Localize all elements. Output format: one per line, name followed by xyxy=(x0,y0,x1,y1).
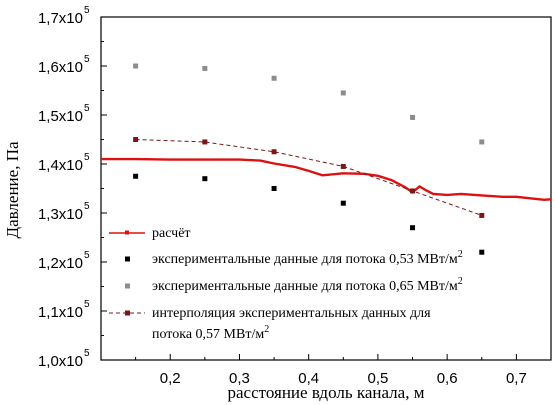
data-point xyxy=(479,249,485,255)
legend-swatch xyxy=(125,283,130,289)
data-point xyxy=(340,200,346,206)
legend-swatch-marker xyxy=(125,310,130,316)
data-point xyxy=(479,212,485,218)
y-tick-exponent: 5 xyxy=(84,348,90,359)
data-point xyxy=(410,188,416,194)
legend-label: интерполяция экспериментальных данных дл… xyxy=(152,306,431,321)
x-tick-label: 0,4 xyxy=(298,370,319,387)
series-layer xyxy=(101,63,552,255)
series-2 xyxy=(133,63,485,145)
data-point xyxy=(133,173,139,179)
y-tick-exponent: 5 xyxy=(84,152,90,163)
y-tick-exponent: 5 xyxy=(84,299,90,310)
data-point xyxy=(271,149,277,155)
series-0 xyxy=(101,157,552,202)
data-point xyxy=(202,139,208,145)
x-tick-label: 0,5 xyxy=(367,370,388,387)
legend-item-0: расчёт xyxy=(109,226,191,241)
legend-label: расчёт xyxy=(152,226,191,241)
legend-swatch xyxy=(125,256,130,262)
series-1 xyxy=(133,173,485,255)
x-tick-label: 0,2 xyxy=(160,370,181,387)
legend-item-2: экспериментальные данные для потока 0,65… xyxy=(125,276,463,294)
calc-line xyxy=(101,157,552,202)
x-tick-label: 0,6 xyxy=(437,370,458,387)
data-point xyxy=(202,65,208,71)
legend-item-1: экспериментальные данные для потока 0,53… xyxy=(125,249,463,267)
y-tick-label: 1,0x10 xyxy=(38,353,83,370)
x-axis-title: расстояние вдоль канала, м xyxy=(228,383,425,402)
series-3 xyxy=(133,137,485,218)
y-axis-title: Давление, Па xyxy=(3,141,22,238)
legend-label: экспериментальные данные для потока 0,53… xyxy=(152,249,463,267)
x-tick-label: 0,3 xyxy=(229,370,250,387)
y-tick-label: 1,6x10 xyxy=(38,59,83,76)
data-point xyxy=(202,176,208,182)
legend-swatch-marker xyxy=(125,230,129,235)
data-point xyxy=(340,90,346,96)
data-point xyxy=(479,139,485,145)
x-tick-label: 0,7 xyxy=(506,370,527,387)
legend: расчёт экспериментальные данные для поток… xyxy=(109,226,463,342)
y-tick-exponent: 5 xyxy=(84,201,90,212)
x-axis-ticks: 0,2 0,3 0,4 0,5 0,6 0,7 xyxy=(135,354,527,387)
data-point xyxy=(410,225,416,231)
y-tick-exponent: 5 xyxy=(84,250,90,261)
data-point xyxy=(133,63,139,69)
y-tick-exponent: 5 xyxy=(84,103,90,114)
data-point xyxy=(271,186,277,191)
y-tick-label: 1,3x10 xyxy=(38,206,83,223)
y-axis-ticks: 1,0x10 51,1x10 51,2x10 51,3x10 51,4x10 51,5x1… xyxy=(38,5,107,370)
data-point xyxy=(133,137,139,142)
y-tick-label: 1,4x10 xyxy=(38,157,83,174)
legend-item-3: интерполяция экспериментальных данных дл… xyxy=(109,306,431,342)
data-point xyxy=(340,163,346,169)
legend-label: экспериментальные данные для потока 0,65… xyxy=(152,276,463,294)
y-tick-exponent: 5 xyxy=(84,5,90,16)
interp-line xyxy=(135,139,482,216)
legend-label-line2: потока 0,57 МВт/м2 xyxy=(152,324,269,342)
y-tick-label: 1,2x10 xyxy=(38,255,83,272)
y-tick-label: 1,7x10 xyxy=(38,10,83,27)
y-tick-exponent: 5 xyxy=(84,54,90,65)
data-point xyxy=(410,114,416,120)
y-tick-label: 1,1x10 xyxy=(38,304,83,321)
data-point xyxy=(271,75,277,81)
y-tick-label: 1,5x10 xyxy=(38,108,83,125)
